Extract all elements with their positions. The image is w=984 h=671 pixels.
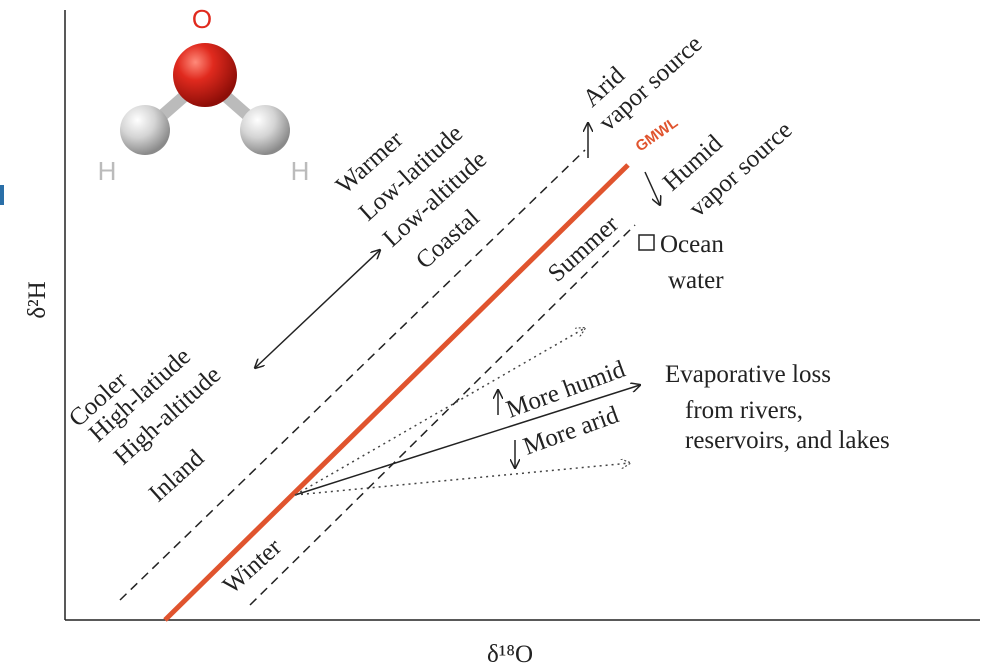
evaporation-label: from rivers, xyxy=(685,397,803,424)
ocean-marker xyxy=(639,235,654,250)
edge-marker xyxy=(0,185,4,205)
hydrogen-atom xyxy=(120,105,170,155)
gmwl-label: GMWL xyxy=(633,114,682,155)
diagram: δ²H δ¹⁸O O H H Warmer Low-latitude Low-a… xyxy=(0,0,984,671)
evaporation-label: Evaporative loss xyxy=(665,361,831,388)
dashed-line xyxy=(120,150,585,600)
oxygen-label: O xyxy=(192,4,212,34)
evaporation-label: reservoirs, and lakes xyxy=(685,427,890,454)
hydrogen-label: H xyxy=(291,156,310,186)
oxygen-atom xyxy=(173,43,237,107)
double-arrow xyxy=(255,250,380,368)
x-axis-label: δ¹⁸O xyxy=(487,641,533,668)
y-axis-label: δ²H xyxy=(24,281,51,318)
winter-label: Winter xyxy=(218,533,287,599)
ocean-label: water xyxy=(668,267,724,294)
cool-label: Inland xyxy=(144,444,210,507)
hydrogen-label: H xyxy=(98,156,117,186)
ocean-label: Ocean xyxy=(660,231,724,258)
hydrogen-atom xyxy=(240,105,290,155)
